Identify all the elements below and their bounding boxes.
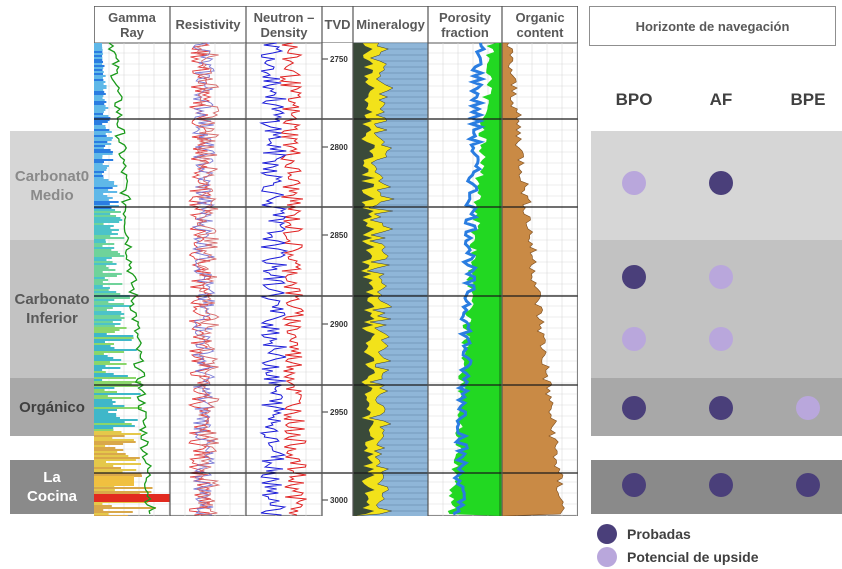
resistivity-curve — [191, 42, 216, 516]
nav-dot-upside — [622, 327, 646, 351]
nav-dot-probadas — [622, 396, 646, 420]
navigation-title: Horizonte de navegación — [635, 18, 790, 34]
track-header-mineralogy: Mineralogy — [356, 17, 425, 32]
legend-upside-swatch — [597, 547, 617, 567]
porosity-curve — [452, 42, 487, 516]
tvd-tick-label: 2900 — [330, 320, 348, 329]
gamma-hot-streak — [94, 494, 170, 502]
tvd-tick-label: 2800 — [330, 143, 348, 152]
nav-dot-upside — [622, 171, 646, 195]
nav-dot-probadas — [709, 473, 733, 497]
nav-dot-probadas — [709, 171, 733, 195]
track-header-gamma-ray: Gamma Ray — [108, 9, 156, 40]
mineralogy-clay — [353, 43, 375, 516]
zone-label-la-cocina: La Cocina — [10, 460, 94, 514]
well-log-tracks: 2750 2800 2850 2900 2950 3000 — [94, 6, 578, 516]
track-header-neutron-density: Neutron – Density — [253, 9, 315, 40]
legend-probadas-swatch — [597, 524, 617, 544]
legend-upside-label: Potencial de upside — [627, 549, 759, 565]
tvd-tick-label: 3000 — [330, 496, 348, 505]
track-header-tvd: TVD — [324, 17, 351, 32]
nav-dot-probadas — [796, 473, 820, 497]
nav-dot-upside — [796, 396, 820, 420]
zone-label-organico: Orgánico — [10, 378, 94, 436]
nav-dot-probadas — [709, 396, 733, 420]
well-log-panel: 2750 2800 2850 2900 2950 3000 — [94, 6, 578, 516]
zone-label-carbonato-medio: Carbonat0 Medio — [10, 131, 94, 240]
organic-content-fill — [501, 42, 565, 516]
tvd-tick-label: 2850 — [330, 231, 348, 240]
zone-label-carbonato-inferior: Carbonato Inferior — [10, 240, 94, 378]
nav-dot-upside — [709, 327, 733, 351]
neutron-curve — [259, 42, 289, 516]
nav-dot-upside — [709, 265, 733, 289]
legend-probadas-label: Probadas — [627, 526, 691, 542]
nav-column-af: AF — [709, 90, 733, 109]
nav-dot-probadas — [622, 265, 646, 289]
track-header-organic: Organic content — [515, 9, 565, 40]
track-header-porosity: Porosity fraction — [438, 9, 491, 40]
navigation-panel-header: Horizonte de navegación — [589, 6, 836, 46]
nav-column-bpo: BPO — [615, 90, 653, 109]
nav-dot-probadas — [622, 473, 646, 497]
resistivity-curve — [195, 42, 221, 516]
tvd-tick-label: 2750 — [330, 55, 348, 64]
nav-band-carbonato-inferior — [591, 240, 842, 378]
track-header-resistivity: Resistivity — [175, 17, 241, 32]
nav-column-bpe: BPE — [790, 90, 826, 109]
density-curve — [278, 42, 307, 516]
gamma-ray-curve — [107, 42, 157, 515]
tvd-tick-label: 2950 — [330, 408, 348, 417]
